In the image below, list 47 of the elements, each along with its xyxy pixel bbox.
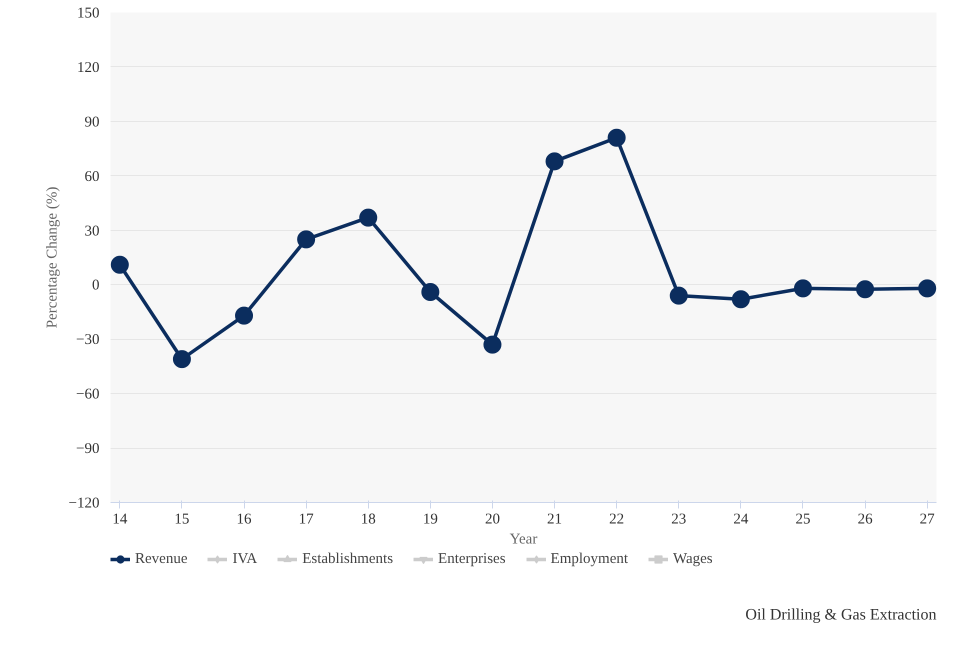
x-tick-label: 25 bbox=[795, 512, 810, 528]
point bbox=[608, 128, 626, 147]
legend-label: Enterprises bbox=[438, 550, 506, 568]
point bbox=[918, 279, 936, 298]
y-tick-label: 150 bbox=[77, 6, 100, 22]
x-tick-label: 24 bbox=[733, 512, 749, 528]
x-tick-label: 20 bbox=[484, 512, 500, 528]
x-tick-label: 18 bbox=[360, 512, 376, 528]
y-tick-label: 90 bbox=[84, 114, 100, 130]
legend-label: Revenue bbox=[135, 550, 188, 568]
legend-label: Establishments bbox=[302, 550, 394, 568]
y-tick-label: −120 bbox=[68, 496, 100, 512]
point bbox=[546, 152, 564, 170]
y-tick-label: 60 bbox=[84, 168, 100, 185]
y-tick-label: −30 bbox=[76, 332, 100, 348]
y-axis-title: Percentage Change (%) bbox=[44, 186, 61, 328]
x-tick-label: 26 bbox=[858, 512, 874, 528]
point bbox=[172, 350, 191, 368]
point bbox=[421, 283, 440, 301]
x-tick-label: 21 bbox=[547, 512, 562, 528]
point bbox=[297, 230, 316, 248]
y-tick-label: 30 bbox=[84, 223, 100, 240]
legend-label: Wages bbox=[673, 550, 713, 568]
x-axis-title: Year bbox=[510, 532, 538, 548]
point bbox=[670, 286, 688, 305]
point bbox=[235, 306, 254, 325]
y-tick-label: 120 bbox=[77, 60, 100, 76]
point bbox=[483, 336, 502, 354]
y-tick-label: 0 bbox=[92, 278, 100, 294]
x-tick-label: 22 bbox=[609, 512, 624, 528]
x-tick-label: 27 bbox=[920, 512, 936, 528]
text: Oil Drilling & Gas Extraction bbox=[745, 606, 936, 624]
point bbox=[359, 208, 378, 227]
x-tick-label: 17 bbox=[298, 512, 314, 528]
y-tick-label: −90 bbox=[76, 441, 100, 458]
legend-label: Employment bbox=[550, 550, 628, 568]
x-tick-label: 19 bbox=[422, 512, 438, 528]
point bbox=[856, 280, 874, 298]
y-tick-label: −60 bbox=[76, 386, 100, 403]
point bbox=[110, 256, 129, 274]
point bbox=[794, 279, 812, 298]
x-tick-label: 23 bbox=[671, 512, 686, 528]
point bbox=[732, 290, 750, 308]
x-tick-label: 15 bbox=[174, 512, 190, 528]
x-tick-label: 16 bbox=[236, 512, 252, 528]
x-tick-label: 14 bbox=[112, 512, 128, 528]
legend-label: IVA bbox=[232, 550, 258, 568]
